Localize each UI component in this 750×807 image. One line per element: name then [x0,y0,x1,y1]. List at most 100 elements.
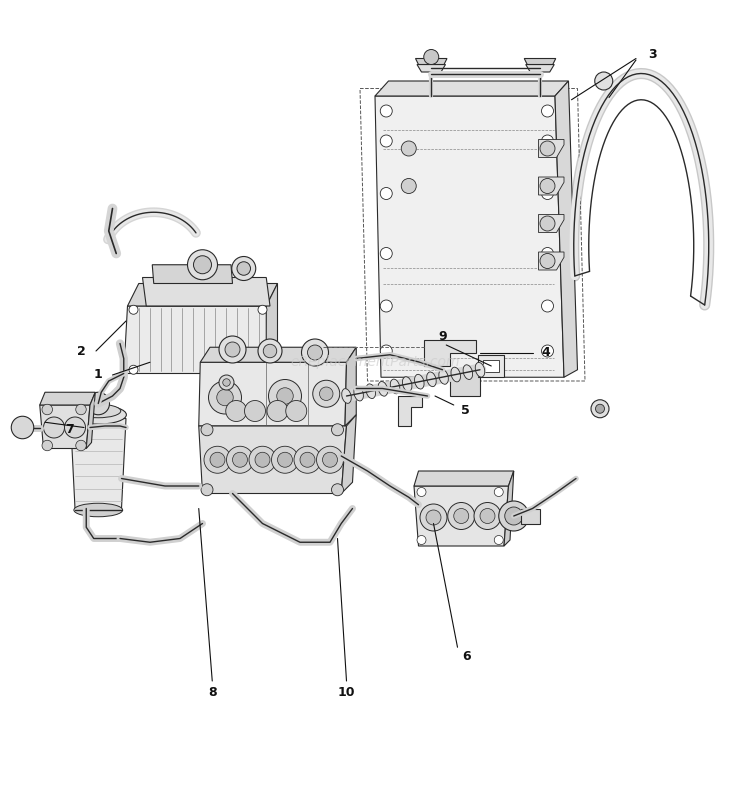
Circle shape [194,256,211,274]
Polygon shape [86,392,95,449]
Polygon shape [538,177,564,195]
Circle shape [87,392,109,415]
Circle shape [316,446,344,473]
Circle shape [420,504,447,531]
Circle shape [380,248,392,260]
Circle shape [426,510,441,525]
Circle shape [42,441,52,451]
Ellipse shape [451,367,460,382]
Circle shape [64,417,86,438]
Polygon shape [424,340,476,366]
Circle shape [454,508,469,524]
Circle shape [44,417,64,438]
Text: 1: 1 [93,369,102,382]
Ellipse shape [342,389,351,404]
Ellipse shape [76,404,121,418]
Circle shape [300,452,315,467]
Circle shape [505,507,523,525]
Polygon shape [200,347,356,362]
Circle shape [223,378,230,387]
Circle shape [255,452,270,467]
Polygon shape [375,81,568,96]
Circle shape [480,508,495,524]
Circle shape [210,452,225,467]
Ellipse shape [70,405,126,424]
Circle shape [401,178,416,194]
Circle shape [267,400,288,421]
Circle shape [258,339,282,363]
Polygon shape [152,265,232,283]
Circle shape [542,248,554,260]
Circle shape [540,141,555,156]
Ellipse shape [463,365,472,379]
Circle shape [226,446,254,473]
Circle shape [42,404,52,415]
Circle shape [313,380,340,408]
Circle shape [380,345,392,357]
Polygon shape [478,355,504,377]
Ellipse shape [366,384,376,399]
Polygon shape [375,96,564,377]
Ellipse shape [427,372,436,387]
Circle shape [201,424,213,436]
Circle shape [209,381,242,414]
Circle shape [542,187,554,199]
Text: 2: 2 [76,345,86,358]
Circle shape [278,452,292,467]
Circle shape [380,187,392,199]
Circle shape [542,105,554,117]
Polygon shape [142,278,270,306]
Circle shape [417,487,426,496]
Circle shape [217,389,233,406]
Circle shape [11,416,34,439]
Polygon shape [524,58,556,65]
Polygon shape [538,140,564,157]
Polygon shape [128,283,278,306]
Circle shape [204,446,231,473]
Circle shape [226,400,247,421]
Polygon shape [414,471,514,486]
Ellipse shape [415,374,424,389]
Ellipse shape [476,362,484,377]
Polygon shape [538,215,564,232]
Polygon shape [521,508,540,524]
Circle shape [188,249,218,280]
Polygon shape [504,471,514,546]
Circle shape [263,345,277,358]
Circle shape [76,441,86,451]
Circle shape [380,300,392,312]
Polygon shape [538,252,564,270]
Circle shape [332,483,344,495]
Circle shape [277,387,293,404]
Circle shape [474,503,501,529]
Circle shape [249,446,276,473]
Circle shape [232,452,248,467]
Circle shape [258,366,267,374]
Ellipse shape [354,387,364,401]
Text: eReplacementParts.com: eReplacementParts.com [290,355,460,370]
Circle shape [542,300,554,312]
Circle shape [380,105,392,117]
Polygon shape [40,392,95,405]
Ellipse shape [403,377,412,391]
Polygon shape [483,360,499,372]
Circle shape [596,404,604,413]
Circle shape [244,400,266,421]
Circle shape [332,424,344,436]
Circle shape [219,375,234,390]
Polygon shape [417,65,446,72]
Circle shape [595,72,613,90]
Polygon shape [414,486,509,546]
Circle shape [76,404,86,415]
Text: 9: 9 [438,329,447,342]
Circle shape [286,400,307,421]
Circle shape [294,446,321,473]
Polygon shape [199,362,346,426]
Circle shape [448,503,475,529]
Circle shape [540,253,555,269]
Circle shape [237,261,250,275]
Text: 7: 7 [64,423,74,437]
Ellipse shape [378,382,388,396]
Circle shape [540,216,555,231]
Text: 10: 10 [338,686,356,699]
